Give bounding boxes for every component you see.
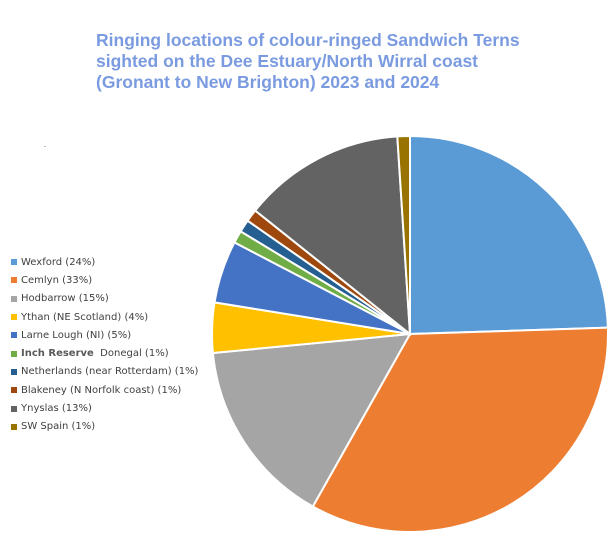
legend-label: Cemlyn (33%) (21, 274, 93, 286)
legend-swatch (11, 387, 17, 394)
legend-label: Hodbarrow (15%) (21, 293, 109, 305)
legend-swatch (11, 350, 17, 357)
legend-item-ynyslas: Ynyslas (13%) (11, 399, 198, 417)
legend-label: Larne Lough (NI) (5%) (21, 329, 132, 341)
pie-slice-cemlyn (311, 326, 609, 533)
legend-swatch (11, 295, 17, 302)
pie-slice-ynyslas (253, 135, 412, 337)
legend-swatch (11, 259, 17, 266)
pie-slices (211, 134, 609, 533)
pie-slice-sw-spain (396, 134, 411, 335)
legend-item-inch-reserve: Inch Reserve Donegal (1%) (11, 344, 198, 362)
legend-swatch (11, 405, 17, 412)
legend-item-hodbarrow: Hodbarrow (15%) (11, 290, 198, 308)
pie-slice-wexford (409, 134, 609, 336)
legend-swatch (11, 368, 17, 375)
legend-item-blakeney: Blakeney (N Norfolk coast) (1%) (11, 381, 198, 399)
legend-swatch (11, 423, 17, 430)
chart-title-line-1: Ringing locations of colour-ringed Sandw… (96, 30, 520, 50)
legend-label-bold: Inch Reserve (21, 348, 94, 360)
legend-item-netherlands: Netherlands (near Rotterdam) (1%) (11, 363, 198, 381)
legend-label: SW Spain (1%) (21, 421, 96, 433)
legend-label: Ythan (NE Scotland) (4%) (21, 311, 149, 323)
legend-label: Ynyslas (13%) (21, 403, 92, 415)
legend-item-cemlyn: Cemlyn (33%) (11, 271, 198, 289)
legend-label: Wexford (24%) (21, 256, 96, 268)
legend-item-ythan: Ythan (NE Scotland) (4%) (11, 308, 198, 326)
legend-label: Blakeney (N Norfolk coast) (1%) (21, 384, 182, 396)
chart-legend: Wexford (24%) Cemlyn (33%) Hodbarrow (15… (11, 253, 198, 436)
legend-item-wexford: Wexford (24%) (11, 253, 198, 271)
legend-label: Donegal (1%) (93, 348, 169, 360)
chart-title-line-2: sighted on the Dee Estuary/North Wirral … (96, 51, 479, 71)
legend-swatch (11, 332, 17, 339)
pie-slice-hodbarrow (211, 332, 412, 508)
legend-item-larne-lough: Larne Lough (NI) (5%) (11, 326, 198, 344)
chart-title-line-3: (Gronant to New Brighton) 2023 and 2024 (96, 72, 440, 92)
legend-label: Netherlands (near Rotterdam) (1%) (21, 366, 199, 378)
chart-title: Ringing locations of colour-ringed Sandw… (96, 30, 596, 93)
legend-swatch (11, 314, 17, 321)
stray-mark (44, 146, 46, 147)
legend-item-sw-spain: SW Spain (1%) (11, 418, 198, 436)
legend-swatch (11, 277, 17, 284)
